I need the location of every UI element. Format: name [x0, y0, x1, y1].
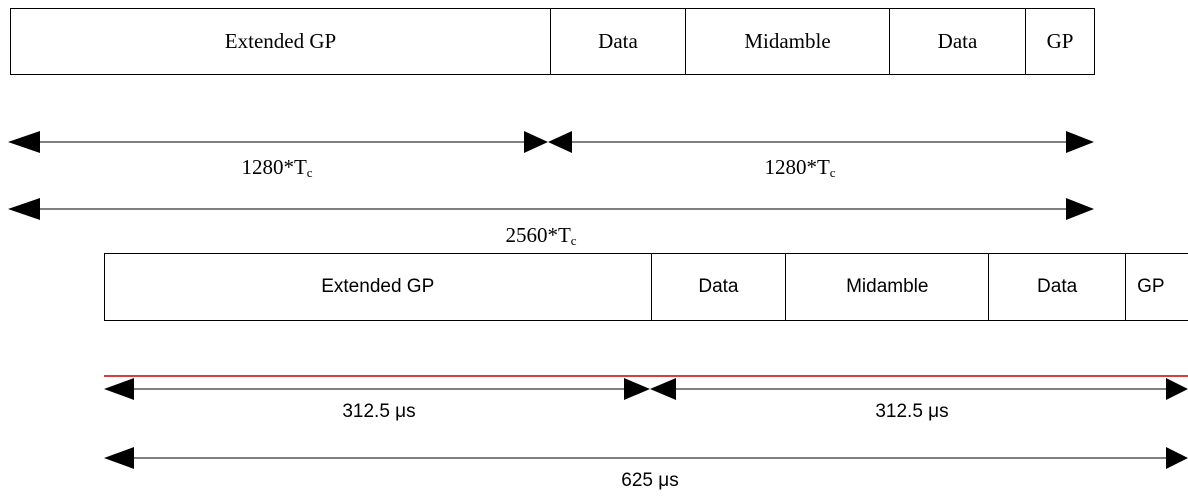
top-extended-gp-label: Extended GP: [224, 29, 337, 53]
time-second-half-label: 312.5 μs: [875, 401, 949, 422]
time-total-right-arrowhead: [1166, 447, 1188, 469]
bottom-data-field-2: Data: [989, 254, 1127, 320]
chip-total-value: 2560*T: [505, 223, 571, 247]
time-total-left-arrowhead: [104, 447, 134, 469]
chip-second-half-label: 1280*Tc: [764, 155, 835, 181]
chip-total-subscript: c: [570, 233, 577, 248]
top-data-label-2: Data: [937, 29, 978, 53]
chip-second-half-value: 1280*T: [764, 155, 830, 179]
top-data-field-2: Data: [890, 9, 1026, 74]
chip-first-half-subscript: c: [306, 165, 313, 180]
chip-first-half-right-arrowhead: [524, 131, 548, 153]
top-burst-frame: Extended GP Data Midamble Data GP: [10, 8, 1095, 75]
time-first-half-label: 312.5 μs: [342, 401, 416, 422]
bottom-extended-gp-field: Extended GP: [105, 254, 652, 320]
chip-second-half-subscript: c: [829, 165, 836, 180]
bottom-data-label-2: Data: [1037, 276, 1078, 297]
time-first-half-right-arrowhead: [624, 378, 650, 400]
top-data-label-1: Data: [598, 29, 638, 53]
top-gp-label: GP: [1046, 29, 1074, 53]
chip-second-half-left-arrowhead: [548, 131, 572, 153]
time-second-half-right-arrowhead: [1166, 378, 1188, 400]
bottom-midamble-label: Midamble: [846, 276, 929, 297]
bottom-extended-gp-label: Extended GP: [321, 276, 435, 297]
bottom-gp-field: GP: [1126, 254, 1188, 320]
bottom-burst-frame: Extended GP Data Midamble Data GP: [104, 253, 1188, 321]
bottom-data-field-1: Data: [652, 254, 787, 320]
top-extended-gp-field: Extended GP: [11, 9, 551, 74]
top-data-field-1: Data: [551, 9, 686, 74]
top-midamble-label: Midamble: [744, 29, 831, 53]
bottom-gp-label: GP: [1137, 276, 1165, 297]
chip-total-left-arrowhead: [8, 198, 40, 220]
chip-total-label: 2560*Tc: [505, 223, 576, 249]
time-total-label: 625 μs: [621, 470, 679, 491]
chip-first-half-label: 1280*Tc: [241, 155, 312, 181]
time-first-half-left-arrowhead: [104, 378, 134, 400]
bottom-midamble-field: Midamble: [786, 254, 990, 320]
time-second-half-left-arrowhead: [650, 378, 676, 400]
chip-first-half-value: 1280*T: [241, 155, 307, 179]
top-midamble-field: Midamble: [686, 9, 890, 74]
chip-total-right-arrowhead: [1066, 198, 1094, 220]
chip-first-half-left-arrowhead: [8, 131, 40, 153]
chip-second-half-right-arrowhead: [1066, 131, 1094, 153]
top-gp-field: GP: [1026, 9, 1094, 74]
bottom-data-label-1: Data: [698, 276, 739, 297]
